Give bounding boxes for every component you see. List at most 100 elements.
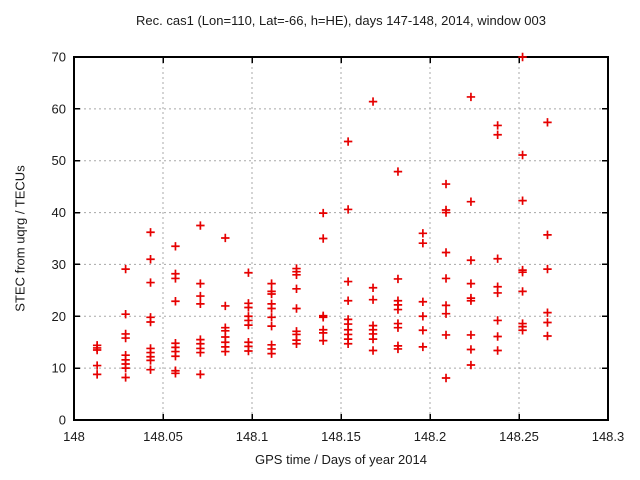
data-point-marker xyxy=(244,320,253,330)
data-point-marker xyxy=(418,312,428,321)
data-point-marker xyxy=(171,352,180,361)
data-point-marker xyxy=(543,318,552,327)
x-tick-label: 148.25 xyxy=(499,429,539,444)
data-point-marker xyxy=(466,197,476,206)
data-point-marker xyxy=(518,326,527,335)
x-tick-label: 148.15 xyxy=(321,429,361,444)
data-point-marker xyxy=(518,287,527,296)
data-point-marker xyxy=(418,342,428,352)
data-point-marker xyxy=(466,279,476,288)
data-point-marker xyxy=(543,331,552,341)
data-point-marker xyxy=(196,221,205,230)
data-point-marker xyxy=(121,264,130,274)
data-point-marker xyxy=(292,270,301,279)
data-point-marker xyxy=(543,118,552,127)
data-point-marker xyxy=(368,295,378,304)
data-point-marker xyxy=(221,301,230,311)
y-tick-label: 10 xyxy=(52,361,66,376)
x-tick-label: 148 xyxy=(63,429,85,444)
data-point-marker xyxy=(466,360,476,370)
data-point-marker xyxy=(493,130,502,139)
data-point-marker xyxy=(92,370,102,379)
data-point-marker xyxy=(466,330,476,340)
data-point-marker xyxy=(393,323,403,332)
data-point-marker xyxy=(292,339,301,348)
data-point-marker xyxy=(368,334,378,344)
x-tick-label: 148.3 xyxy=(592,429,625,444)
data-point-marker xyxy=(393,305,403,314)
data-point-marker xyxy=(244,303,253,312)
data-point-marker xyxy=(518,150,527,160)
data-point-marker xyxy=(493,288,502,298)
data-point-marker xyxy=(418,297,428,306)
data-point-marker xyxy=(319,208,328,218)
data-point-marker xyxy=(196,370,205,379)
data-point-marker xyxy=(368,283,378,292)
data-point-marker xyxy=(543,264,552,274)
data-point-marker xyxy=(244,346,253,356)
data-point-marker xyxy=(441,309,451,318)
data-point-marker xyxy=(171,274,180,283)
y-tick-label: 30 xyxy=(52,257,66,272)
data-point-marker xyxy=(292,284,301,294)
x-tick-label: 148.05 xyxy=(143,429,183,444)
data-point-marker xyxy=(418,229,428,238)
data-point-marker xyxy=(343,277,353,286)
data-point-marker xyxy=(267,304,276,313)
data-point-marker xyxy=(319,313,328,322)
data-point-marker xyxy=(92,345,102,355)
data-point-marker xyxy=(441,373,451,383)
data-point-marker xyxy=(343,205,353,214)
data-point-marker xyxy=(466,296,476,305)
data-point-marker xyxy=(441,274,451,283)
data-point-marker xyxy=(493,254,502,263)
data-point-marker xyxy=(493,316,502,325)
x-tick-label: 148.2 xyxy=(414,429,447,444)
data-point-marker xyxy=(292,304,301,313)
data-point-marker xyxy=(146,278,155,287)
data-point-marker xyxy=(441,330,451,340)
data-point-marker xyxy=(441,248,451,257)
data-point-marker xyxy=(146,228,155,237)
data-point-marker xyxy=(368,346,378,355)
data-point-marker xyxy=(493,121,502,130)
data-point-marker xyxy=(121,373,130,382)
data-point-marker xyxy=(393,167,403,176)
data-point-marker xyxy=(196,279,205,288)
data-point-marker xyxy=(418,326,428,335)
data-point-marker xyxy=(267,279,276,288)
data-point-marker xyxy=(267,349,276,358)
data-point-marker xyxy=(267,321,276,331)
data-point-marker xyxy=(319,328,328,338)
data-point-marker xyxy=(267,313,276,322)
data-point-marker xyxy=(196,291,205,301)
y-tick-label: 70 xyxy=(52,50,66,65)
data-point-marker xyxy=(466,345,476,354)
y-tick-label: 50 xyxy=(52,153,66,168)
data-point-marker xyxy=(171,242,180,251)
y-axis-label: STEC from uqrg / TECUs xyxy=(12,165,28,312)
data-point-marker xyxy=(171,297,180,306)
data-point-marker xyxy=(393,344,403,354)
data-point-marker xyxy=(121,310,130,319)
data-point-marker xyxy=(121,333,130,343)
data-point-marker xyxy=(221,347,230,356)
data-point-marker xyxy=(543,230,552,240)
data-point-marker xyxy=(466,256,476,265)
y-tick-label: 60 xyxy=(52,101,66,116)
data-point-marker xyxy=(441,208,451,217)
data-point-marker xyxy=(518,52,527,62)
y-tick-label: 0 xyxy=(59,413,66,428)
data-point-marker xyxy=(418,238,428,248)
data-point-marker xyxy=(196,348,205,357)
data-point-marker xyxy=(543,308,552,317)
y-tick-label: 40 xyxy=(52,205,66,220)
data-point-marker xyxy=(146,356,155,365)
data-point-marker xyxy=(92,361,102,370)
x-axis-label: GPS time / Days of year 2014 xyxy=(255,452,427,467)
data-point-marker xyxy=(244,268,253,277)
data-point-marker xyxy=(146,255,155,264)
data-point-marker xyxy=(196,299,205,309)
